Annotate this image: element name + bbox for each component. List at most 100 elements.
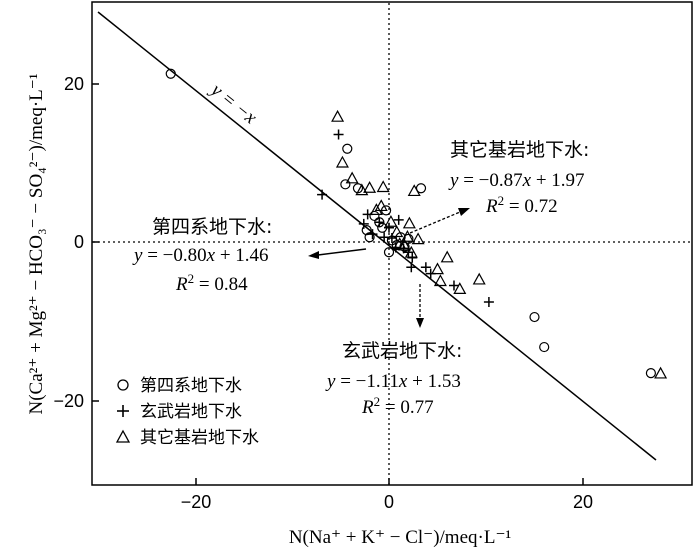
equation-y-var: y: [132, 245, 143, 266]
equation-slope: = −1.11: [335, 371, 398, 392]
r2-symbol: R: [361, 397, 374, 418]
arrowhead-other-bedrock: [458, 208, 470, 216]
data-points: [165, 68, 668, 379]
x-tick-label: −20: [181, 492, 212, 512]
data-point-other-bedrock: [374, 199, 388, 212]
y-axis-ticks: [92, 83, 99, 402]
data-point-other-bedrock: [400, 230, 414, 242]
r2-value: = 0.84: [194, 274, 248, 295]
data-point-basalt: [367, 229, 378, 240]
data-point-other-bedrock: [654, 366, 668, 379]
arrowhead-basalt: [416, 318, 424, 328]
arrowhead-quaternary: [308, 251, 319, 259]
arrow-other-bedrock: [409, 211, 461, 234]
legend-plus-marker: [117, 405, 129, 417]
data-point-other-bedrock: [430, 262, 445, 275]
r2-symbol: R: [175, 274, 188, 295]
data-point-quaternary: [645, 368, 657, 379]
data-point-basalt: [420, 262, 431, 273]
y-tick-label: 20: [64, 74, 84, 94]
data-point-other-bedrock: [404, 245, 418, 258]
data-point-basalt: [393, 214, 404, 225]
legend-label: 第四系地下水: [140, 376, 242, 396]
legend: 第四系地下水 玄武岩地下水 其它基岩地下水: [115, 376, 259, 448]
data-point-other-bedrock: [384, 215, 398, 227]
data-point-other-bedrock: [402, 216, 416, 229]
annotation-equation: y = −1.11x + 1.53: [325, 371, 461, 392]
data-point-quaternary: [383, 247, 395, 258]
data-point-other-bedrock: [390, 225, 404, 238]
r2-value: = 0.72: [504, 196, 557, 217]
y-equals-minus-x-line: [97, 11, 657, 461]
data-point-quaternary: [165, 68, 176, 79]
data-point-other-bedrock: [331, 109, 345, 122]
equation-x-var: x: [398, 371, 408, 392]
data-point-basalt: [358, 218, 369, 229]
y-axis-title: N(Ca²⁺ + Mg²⁺ − HCO₃⁻ − SO₄²⁻)/meq·L⁻¹: [26, 73, 47, 414]
data-point-other-bedrock: [369, 203, 383, 215]
data-point-basalt: [384, 222, 394, 233]
data-point-other-bedrock: [472, 272, 486, 285]
data-point-quaternary: [364, 232, 375, 243]
annotation-equation: y = −0.87x + 1.97: [448, 170, 585, 191]
annotation-r-squared: R2 = 0.72: [485, 193, 558, 217]
equation-x-var: x: [206, 245, 216, 266]
legend-label: 玄武岩地下水: [140, 402, 242, 422]
annotation-quaternary: 第四系地下水: y = −0.80x + 1.46 R2 = 0.84: [132, 216, 272, 295]
data-point-other-bedrock: [411, 232, 425, 245]
data-point-basalt: [379, 232, 390, 243]
y-tick-label: −20: [53, 391, 84, 411]
annotation-other-bedrock: 其它基岩地下水: y = −0.87x + 1.97 R2 = 0.72: [448, 139, 589, 217]
annotation-title: 第四系地下水:: [152, 216, 272, 238]
data-point-other-bedrock: [407, 184, 421, 197]
data-point-quaternary: [529, 311, 540, 323]
data-point-quaternary: [361, 225, 372, 236]
data-point-quaternary: [340, 179, 351, 190]
data-point-quaternary: [342, 143, 353, 154]
data-point-quaternary: [399, 241, 410, 252]
x-tick-label: 0: [384, 492, 394, 512]
x-tick-label: 20: [573, 492, 593, 512]
annotation-equation: y = −0.80x + 1.46: [132, 245, 269, 266]
data-point-basalt: [333, 129, 344, 140]
data-point-quaternary: [415, 183, 427, 194]
data-point-other-bedrock: [355, 183, 369, 196]
annotation-r-squared: R2 = 0.84: [175, 271, 248, 295]
equation-y-var: y: [448, 170, 459, 191]
equation-x-var: x: [522, 170, 532, 191]
data-point-other-bedrock: [440, 250, 454, 263]
x-axis-title: N(Na⁺ + K⁺ − Cl⁻)/meq·L⁻¹: [289, 527, 512, 548]
data-point-other-bedrock: [345, 171, 359, 184]
plot-area: [91, 1, 693, 486]
y-tick-label: 0: [74, 232, 84, 252]
annotation-arrows: [308, 208, 470, 328]
data-point-basalt: [407, 252, 418, 263]
arrow-quaternary: [317, 248, 367, 256]
equation-y-var: y: [325, 371, 336, 392]
equation-slope: = −0.87: [458, 170, 522, 191]
annotation-title: 玄武岩地下水:: [342, 340, 462, 362]
data-point-other-bedrock: [363, 181, 377, 193]
data-point-basalt: [374, 217, 385, 228]
legend-triangle-marker: [115, 429, 131, 443]
annotation-title: 其它基岩地下水:: [450, 139, 589, 161]
data-point-basalt: [448, 280, 459, 291]
plot-frame: [91, 1, 693, 486]
annotation-r-squared: R2 = 0.77: [361, 394, 434, 418]
data-point-other-bedrock: [453, 282, 467, 294]
x-axis-ticks: [195, 478, 584, 485]
data-point-basalt: [317, 189, 328, 200]
equation-intercept: + 1.46: [215, 245, 268, 266]
r2-value: = 0.77: [380, 397, 433, 418]
equation-intercept: + 1.53: [407, 371, 460, 392]
data-point-basalt: [483, 297, 494, 308]
data-point-quaternary: [539, 341, 550, 353]
legend-circle-marker: [117, 379, 129, 391]
data-point-other-bedrock: [398, 238, 412, 251]
equation-intercept: + 1.97: [531, 170, 584, 191]
data-point-other-bedrock: [376, 180, 390, 193]
r2-symbol: R: [485, 196, 498, 217]
annotation-basalt: 玄武岩地下水: y = −1.11x + 1.53 R2 = 0.77: [325, 340, 462, 418]
data-point-other-bedrock: [433, 274, 447, 287]
